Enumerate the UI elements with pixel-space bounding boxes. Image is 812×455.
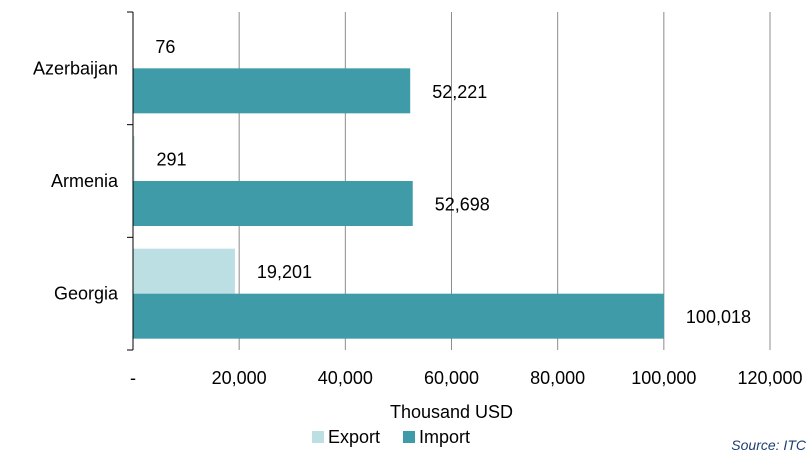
legend-label-import: Import	[419, 427, 470, 447]
x-tick-label: 20,000	[212, 368, 267, 388]
category-label: Armenia	[51, 171, 119, 191]
bar-export-georgia	[133, 248, 235, 294]
bar-import-azerbaijan	[133, 68, 411, 114]
data-label: 291	[157, 150, 187, 170]
x-tick-label: 100,000	[631, 368, 696, 388]
data-label: 76	[155, 37, 175, 57]
category-label: Georgia	[54, 284, 119, 304]
legend-label-export: Export	[328, 427, 380, 447]
data-label: 100,018	[686, 307, 751, 327]
legend-swatch-import	[403, 431, 415, 443]
bar-import-armenia	[133, 181, 413, 226]
legend-swatch-export	[312, 431, 324, 443]
source-note: Source: ITC	[731, 437, 806, 453]
category-label: Azerbaijan	[33, 58, 118, 78]
x-tick-label: 60,000	[424, 368, 479, 388]
data-label: 19,201	[257, 262, 312, 282]
x-tick-label: 80,000	[530, 368, 585, 388]
x-tick-label: 40,000	[318, 368, 373, 388]
data-label: 52,221	[432, 82, 487, 102]
bar-export-armenia	[133, 136, 135, 181]
data-label: 52,698	[435, 195, 490, 215]
x-tick-label: 120,000	[737, 368, 802, 388]
x-tick-label: -	[130, 368, 136, 388]
x-axis-title: Thousand USD	[390, 402, 513, 422]
bar-import-georgia	[133, 293, 664, 339]
